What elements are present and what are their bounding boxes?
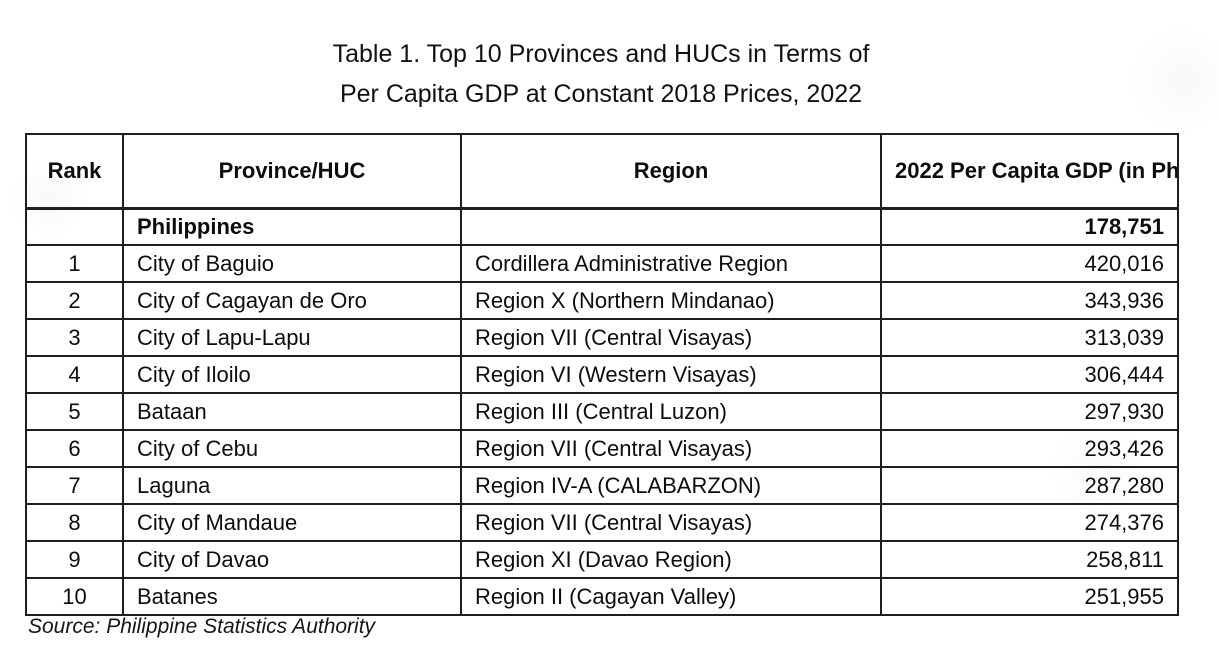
- cell-region: Region VII (Central Visayas): [460, 429, 882, 468]
- cell-region: Region II (Cagayan Valley): [460, 577, 882, 616]
- cell-rank: 10: [25, 577, 124, 616]
- table-row: 8 City of Mandaue Region VII (Central Vi…: [25, 503, 1179, 542]
- cell-region: Region VII (Central Visayas): [460, 318, 882, 357]
- table-row: 3 City of Lapu-Lapu Region VII (Central …: [25, 318, 1179, 357]
- cell-province: Batanes: [122, 577, 462, 616]
- header-per-capita-gdp: 2022 Per Capita GDP (in PhP): [880, 133, 1179, 210]
- cell-value: 274,376: [880, 503, 1179, 542]
- gdp-table: Rank Province/HUC Region 2022 Per Capita…: [25, 133, 1179, 616]
- table-row: 2 City of Cagayan de Oro Region X (North…: [25, 281, 1179, 320]
- cell-province: City of Iloilo: [122, 355, 462, 394]
- cell-rank: 3: [25, 318, 124, 357]
- cell-value: 293,426: [880, 429, 1179, 468]
- cell-rank: 5: [25, 392, 124, 431]
- cell-region: Region VI (Western Visayas): [460, 355, 882, 394]
- summary-row-philippines: Philippines 178,751: [25, 207, 1179, 246]
- cell-province: City of Mandaue: [122, 503, 462, 542]
- table-title: Table 1. Top 10 Provinces and HUCs in Te…: [25, 34, 1177, 114]
- cell-rank: 9: [25, 540, 124, 579]
- cell-province: City of Lapu-Lapu: [122, 318, 462, 357]
- cell-province: City of Davao: [122, 540, 462, 579]
- header-rank: Rank: [25, 133, 124, 210]
- cell-value: 343,936: [880, 281, 1179, 320]
- table-row: 7 Laguna Region IV-A (CALABARZON) 287,28…: [25, 466, 1179, 505]
- table-row: 9 City of Davao Region XI (Davao Region)…: [25, 540, 1179, 579]
- cell-region: Region VII (Central Visayas): [460, 503, 882, 542]
- cell-province: Laguna: [122, 466, 462, 505]
- cell-rank: 6: [25, 429, 124, 468]
- cell-province: City of Cagayan de Oro: [122, 281, 462, 320]
- cell-region: Region IV-A (CALABARZON): [460, 466, 882, 505]
- cell-rank: 1: [25, 244, 124, 283]
- cell-value: 306,444: [880, 355, 1179, 394]
- cell-region: [460, 207, 882, 246]
- cell-value: 313,039: [880, 318, 1179, 357]
- cell-value: 258,811: [880, 540, 1179, 579]
- table-row: 4 City of Iloilo Region VI (Western Visa…: [25, 355, 1179, 394]
- table-title-line1: Table 1. Top 10 Provinces and HUCs in Te…: [332, 40, 870, 68]
- table-row: 6 City of Cebu Region VII (Central Visay…: [25, 429, 1179, 468]
- cell-region: Region III (Central Luzon): [460, 392, 882, 431]
- table-row: 10 Batanes Region II (Cagayan Valley) 25…: [25, 577, 1179, 616]
- cell-province: Bataan: [122, 392, 462, 431]
- table-row: 1 City of Baguio Cordillera Administrati…: [25, 244, 1179, 283]
- cell-value: 178,751: [880, 207, 1179, 246]
- table-row: 5 Bataan Region III (Central Luzon) 297,…: [25, 392, 1179, 431]
- cell-rank: 8: [25, 503, 124, 542]
- cell-rank: 2: [25, 281, 124, 320]
- table-header-row: Rank Province/HUC Region 2022 Per Capita…: [25, 133, 1179, 210]
- cell-rank: 4: [25, 355, 124, 394]
- cell-region: Region XI (Davao Region): [460, 540, 882, 579]
- cell-rank: 7: [25, 466, 124, 505]
- cell-value: 297,930: [880, 392, 1179, 431]
- cell-province: City of Cebu: [122, 429, 462, 468]
- cell-value: 287,280: [880, 466, 1179, 505]
- source-note: Source: Philippine Statistics Authority: [28, 615, 376, 638]
- cell-value: 251,955: [880, 577, 1179, 616]
- cell-rank: [25, 207, 124, 246]
- header-province: Province/HUC: [122, 133, 462, 210]
- cell-value: 420,016: [880, 244, 1179, 283]
- cell-region: Cordillera Administrative Region: [460, 244, 882, 283]
- cell-province: City of Baguio: [122, 244, 462, 283]
- header-region: Region: [460, 133, 882, 210]
- cell-region: Region X (Northern Mindanao): [460, 281, 882, 320]
- table-title-line2: Per Capita GDP at Constant 2018 Prices, …: [339, 80, 863, 108]
- cell-province: Philippines: [122, 207, 462, 246]
